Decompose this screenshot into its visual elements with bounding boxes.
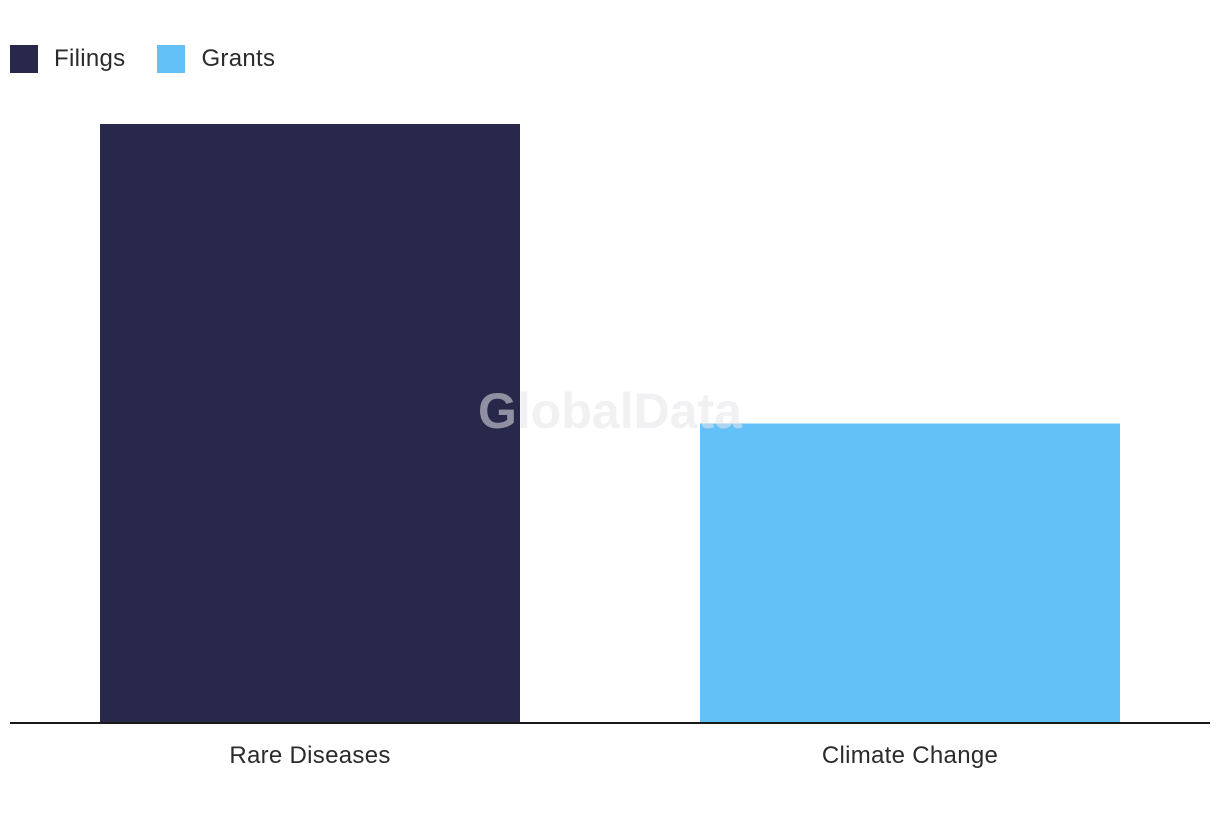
legend-label-grants: Grants xyxy=(201,45,276,72)
legend-swatch-filings xyxy=(10,45,38,73)
x-tick-labels: Rare Diseases Climate Change xyxy=(229,742,998,769)
bars-group xyxy=(100,124,1120,723)
legend-item-filings[interactable]: Filings xyxy=(10,45,125,73)
legend-label-filings: Filings xyxy=(54,45,126,72)
x-tick-label-rare-diseases: Rare Diseases xyxy=(229,742,390,769)
bar-grants-climate-change[interactable] xyxy=(700,423,1120,724)
legend-item-grants[interactable]: Grants xyxy=(157,45,275,73)
watermark: GlobalData xyxy=(478,383,743,439)
x-tick-label-climate-change: Climate Change xyxy=(822,742,998,769)
bar-filings-rare-diseases[interactable] xyxy=(100,124,520,723)
chart-legend: Filings Grants xyxy=(10,44,307,74)
legend-swatch-grants xyxy=(157,45,186,73)
